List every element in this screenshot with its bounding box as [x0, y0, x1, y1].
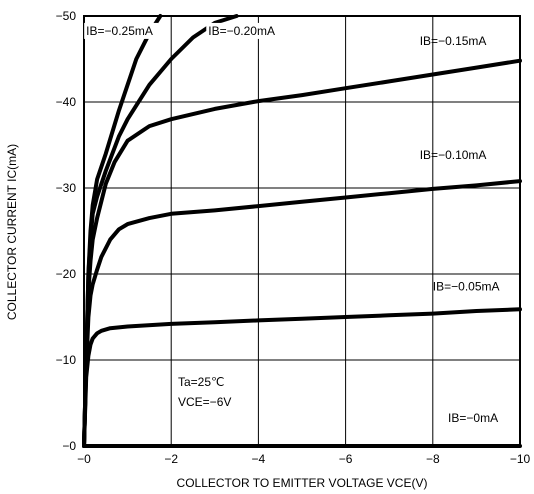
- series-curve-3: [82, 179, 522, 448]
- curve-label-2: IB=−0.15mA: [420, 34, 487, 48]
- curve-label-3: IB=−0.10mA: [420, 148, 487, 162]
- curve-label-4: IB=−0.05mA: [433, 279, 500, 293]
- y-axis-label: COLLECTOR CURRENT IC(mA): [5, 144, 19, 320]
- curve-label-5: IB=−0mA: [448, 411, 498, 425]
- x-axis-label: COLLECTOR TO EMITTER VOLTAGE VCE(V): [177, 476, 428, 490]
- series-curve-4: [82, 307, 522, 448]
- y-tick-labels: −0 −10 −20 −30 −40 −50: [56, 9, 77, 453]
- y-tick-label: −0: [62, 439, 76, 453]
- curve-label-0: IB=−0.25mA: [86, 24, 153, 38]
- series-curve-2: [82, 58, 522, 448]
- y-tick-label: −30: [56, 181, 77, 195]
- x-tick-label: −8: [426, 452, 440, 466]
- curve-label-bg: [84, 22, 159, 39]
- plot-frame: [83, 15, 521, 447]
- y-tick-label: −50: [56, 9, 77, 23]
- x-tick-label: −4: [252, 452, 266, 466]
- y-tick-label: −40: [56, 95, 77, 109]
- x-tick-labels: −0 −2 −4 −6 −8 −10: [77, 452, 530, 466]
- x-tick-label: −10: [510, 452, 531, 466]
- x-tick-label: −6: [339, 452, 353, 466]
- curve-label-1: IB=−0.20mA: [208, 24, 275, 38]
- x-tick-label: −0: [77, 452, 91, 466]
- annotation-ta: Ta=25℃: [178, 375, 225, 389]
- grid: [84, 16, 520, 446]
- y-tick-label: −10: [56, 353, 77, 367]
- annotation-vce: VCE=−6V: [178, 395, 231, 409]
- curves: [82, 14, 522, 448]
- y-tick-label: −20: [56, 267, 77, 281]
- curve-label-bg: [206, 22, 281, 39]
- x-tick-label: −2: [164, 452, 178, 466]
- curve-labels: IB=−0.25mA IB=−0.20mA IB=−0.15mA IB=−0.10mA…: [84, 22, 500, 425]
